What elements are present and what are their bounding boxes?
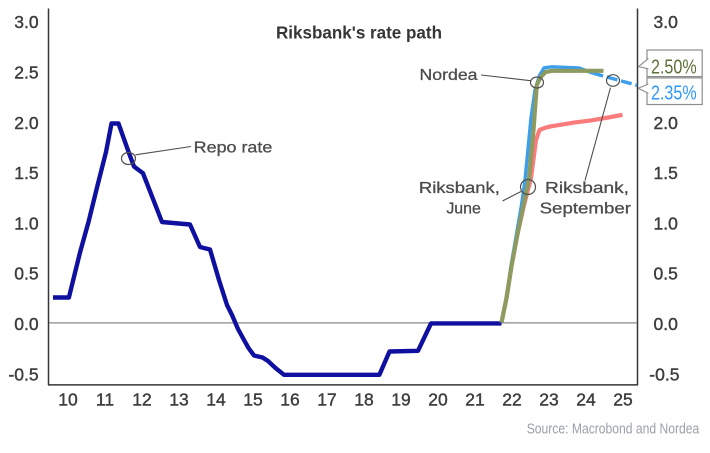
svg-text:12: 12 (132, 390, 151, 410)
svg-text:2.35%: 2.35% (651, 80, 697, 103)
svg-text:Riksbank,: Riksbank, (419, 180, 500, 197)
svg-text:1.5: 1.5 (654, 163, 678, 183)
svg-text:September: September (540, 201, 632, 218)
svg-text:June: June (446, 201, 481, 218)
svg-text:14: 14 (206, 390, 226, 410)
svg-text:24: 24 (576, 390, 596, 410)
svg-text:2.0: 2.0 (654, 113, 679, 133)
svg-text:Nordea: Nordea (420, 67, 478, 84)
svg-text:17: 17 (317, 390, 336, 410)
svg-text:11: 11 (96, 390, 114, 410)
svg-text:10: 10 (58, 390, 78, 410)
svg-text:20: 20 (428, 390, 448, 410)
svg-text:Source: Macrobond and Nordea: Source: Macrobond and Nordea (527, 421, 700, 437)
svg-text:3.0: 3.0 (654, 12, 679, 32)
svg-text:-0.5: -0.5 (8, 364, 38, 384)
svg-text:Riksbank,: Riksbank, (545, 180, 629, 197)
svg-text:1.0: 1.0 (654, 213, 679, 233)
svg-text:23: 23 (539, 390, 558, 410)
svg-text:25: 25 (613, 390, 632, 410)
svg-text:18: 18 (354, 390, 373, 410)
svg-text:13: 13 (169, 390, 188, 410)
svg-text:Repo rate: Repo rate (194, 139, 273, 156)
svg-text:0.5: 0.5 (654, 264, 678, 284)
svg-text:2.0: 2.0 (14, 113, 39, 133)
svg-text:0.0: 0.0 (14, 314, 39, 334)
svg-text:2.50%: 2.50% (651, 54, 697, 77)
svg-text:Riksbank's rate path: Riksbank's rate path (276, 23, 442, 43)
svg-text:21: 21 (465, 390, 484, 410)
svg-text:1.0: 1.0 (14, 213, 39, 233)
svg-text:22: 22 (502, 390, 521, 410)
svg-text:16: 16 (280, 390, 299, 410)
svg-text:15: 15 (243, 390, 262, 410)
svg-text:19: 19 (391, 390, 410, 410)
svg-text:2.5: 2.5 (14, 63, 38, 83)
svg-text:-0.5: -0.5 (649, 364, 679, 384)
svg-text:0.5: 0.5 (14, 264, 38, 284)
svg-text:1.5: 1.5 (14, 163, 38, 183)
svg-text:3.0: 3.0 (14, 12, 39, 32)
svg-text:0.0: 0.0 (654, 314, 679, 334)
